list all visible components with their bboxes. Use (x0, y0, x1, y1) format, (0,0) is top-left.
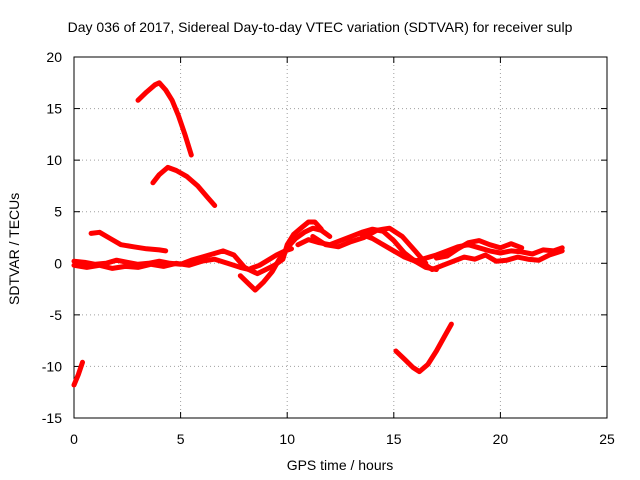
y-tick-label: -15 (42, 410, 62, 426)
x-tick-label: 5 (177, 431, 185, 447)
series-layer (71, 80, 565, 388)
series-line-arc-2 (135, 80, 194, 158)
x-axis-label: GPS time / hours (286, 457, 394, 473)
y-tick-label: 10 (46, 152, 62, 168)
series-line-arc-4 (88, 229, 169, 254)
y-axis-label: SDTVAR / TECUs (6, 192, 22, 305)
chart-title: Day 036 of 2017, Sidereal Day-to-day VTE… (67, 19, 573, 35)
y-tick-label: -10 (42, 358, 62, 374)
plot-frame (73, 56, 608, 419)
x-tick-label: 10 (279, 431, 295, 447)
y-tick-label: 0 (54, 255, 62, 271)
x-tick-label: 20 (493, 431, 509, 447)
series-line-arc-11 (310, 225, 429, 266)
x-tick-label: 15 (386, 431, 402, 447)
x-tick-label: 25 (599, 431, 615, 447)
series-line-arc-1 (71, 359, 85, 388)
series-line-arc-13 (408, 248, 565, 272)
y-tick-label: 20 (46, 49, 62, 65)
series-line-arc-15 (393, 321, 454, 375)
y-tick-label: -5 (50, 307, 63, 323)
series-line-arc-6 (71, 256, 252, 272)
series-line-arc-3 (150, 164, 218, 208)
series-line-arc-8 (246, 219, 324, 277)
y-tick-label: 5 (54, 204, 62, 220)
y-axis-label-wrap: SDTVAR / TECUs (6, 193, 26, 325)
y-tick-label: 15 (46, 101, 62, 117)
tick-layer: 0 5 10 15 20 25 -15 -10 -5 0 5 10 15 20 (42, 49, 615, 447)
series-line-arc-14 (433, 238, 525, 261)
series-line-arc-5 (71, 248, 258, 276)
grid-layer (74, 57, 607, 418)
x-tick-label: 0 (70, 431, 78, 447)
series-line-arc-9 (248, 246, 294, 271)
